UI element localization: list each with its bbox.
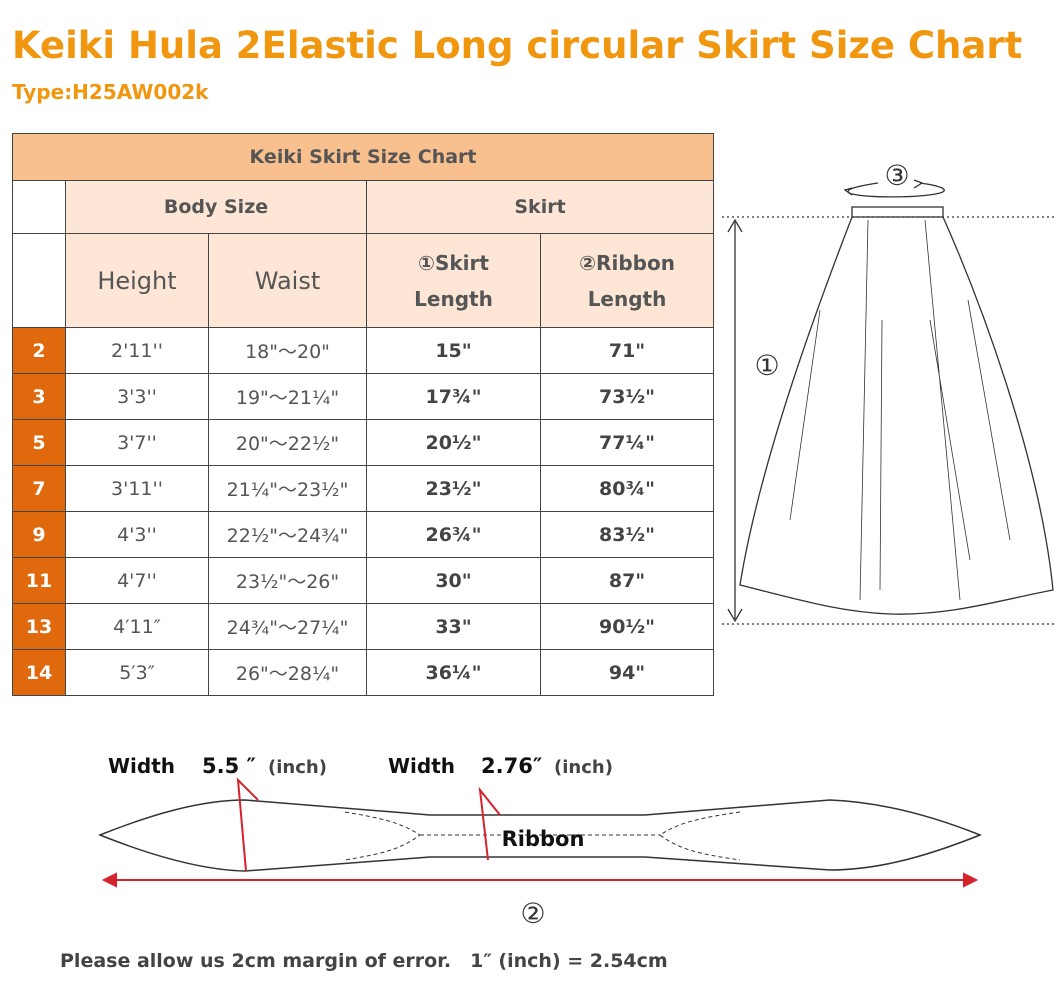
- table-cell: 23½": [366, 465, 541, 512]
- table-cell: 87": [539, 557, 715, 604]
- table-cell: 3'3'': [65, 373, 209, 420]
- table-cell: 21¼"～23½": [208, 465, 367, 512]
- table-cell: 15": [366, 327, 541, 374]
- skirt-illustration: [722, 179, 1055, 625]
- ribbon-length-marker: ②: [520, 897, 545, 930]
- table-row: 7 3'11'' 21¼"～23½" 23½" 80¾": [12, 465, 715, 512]
- table-row: 3 3'3'' 19"～21¼" 17¾" 73½": [12, 373, 715, 420]
- size-cell: 7: [12, 465, 66, 512]
- page-title: Keiki Hula 2Elastic Long circular Skirt …: [12, 24, 1023, 67]
- table-cell: 3'7'': [65, 419, 209, 466]
- table-cell: 83½": [539, 511, 715, 558]
- ribbon-label: Ribbon: [502, 827, 585, 851]
- table-row: 2 2'11'' 18"～20" 15" 71": [12, 327, 715, 374]
- table-cell: 18"～20": [208, 327, 367, 374]
- table-cell: 17¾": [366, 373, 541, 420]
- table-cell: 94": [539, 649, 715, 696]
- table-cell: 80¾": [539, 465, 715, 512]
- table-row: 9 4'3'' 22½"～24¾" 26¾" 83½": [12, 511, 715, 558]
- table-title: Keiki Skirt Size Chart: [11, 133, 715, 181]
- width-unit: (inch): [554, 757, 613, 778]
- width-label: Width: [388, 754, 455, 778]
- width-value: 5.5 ″: [202, 754, 256, 778]
- table-cell: 4′11″: [65, 603, 209, 650]
- table-cell: 36¼": [366, 649, 541, 696]
- table-cell: 5′3″: [65, 649, 209, 696]
- size-cell: 9: [12, 511, 66, 558]
- table-row: 13 4′11″ 24¾"～27¼" 33" 90½": [12, 603, 715, 650]
- size-cell: 11: [12, 557, 66, 604]
- table-cell: 30": [366, 557, 541, 604]
- ribbon-illustration: [97, 799, 983, 872]
- table-cell: 23½"～26": [208, 557, 367, 604]
- size-cell: 5: [12, 419, 66, 466]
- table-cell: 4'7'': [65, 557, 209, 604]
- group-header: Skirt: [365, 180, 715, 234]
- table-cell: 20½": [366, 419, 541, 466]
- table-cell: 2'11'': [65, 327, 209, 374]
- column-header: ①Skirt Length: [366, 233, 541, 328]
- size-cell: 2: [12, 327, 66, 374]
- table-cell: 90½": [539, 603, 715, 650]
- table-cell: 19"～21¼": [208, 373, 367, 420]
- column-header: ②Ribbon Length: [539, 233, 715, 328]
- table-row: 5 3'7'' 20"～22½" 20½" 77¼": [12, 419, 715, 466]
- group-header: Body Size: [65, 180, 367, 234]
- size-cell: 14: [12, 649, 66, 696]
- column-header: Waist: [208, 233, 367, 328]
- table-cell: 71": [539, 327, 715, 374]
- table-cell: 77¼": [539, 419, 715, 466]
- table-cell: 73½": [539, 373, 715, 420]
- table-cell: 20"～22½": [208, 419, 367, 466]
- column-header: Height: [65, 233, 209, 328]
- table-cell: 24¾"～27¼": [208, 603, 367, 650]
- size-cell: 3: [12, 373, 66, 420]
- table-row: 14 5′3″ 26"～28¼" 36¼" 94": [12, 649, 715, 696]
- table-cell: 3'11'': [65, 465, 209, 512]
- ribbon-pointers: [101, 777, 979, 888]
- table-row: 11 4'7'' 23½"～26" 30" 87": [12, 557, 715, 604]
- table-cell: 26¾": [366, 511, 541, 558]
- length-marker: ①: [754, 349, 779, 382]
- width-unit: (inch): [268, 757, 327, 778]
- size-table: Keiki Skirt Size Chart Body Size Skirt H…: [11, 133, 715, 696]
- table-cell: 4'3'': [65, 511, 209, 558]
- width-value: 2.76″: [481, 754, 542, 778]
- table-cell: 22½"～24¾": [208, 511, 367, 558]
- size-cell: 13: [12, 603, 66, 650]
- width-label: Width: [108, 754, 175, 778]
- footer-note: Please allow us 2cm margin of error. 1″ …: [60, 950, 668, 972]
- table-cell: 33": [366, 603, 541, 650]
- type-code: Type:H25AW002k: [12, 80, 209, 104]
- waist-marker: ③: [884, 159, 909, 192]
- table-cell: 26"～28¼": [208, 649, 367, 696]
